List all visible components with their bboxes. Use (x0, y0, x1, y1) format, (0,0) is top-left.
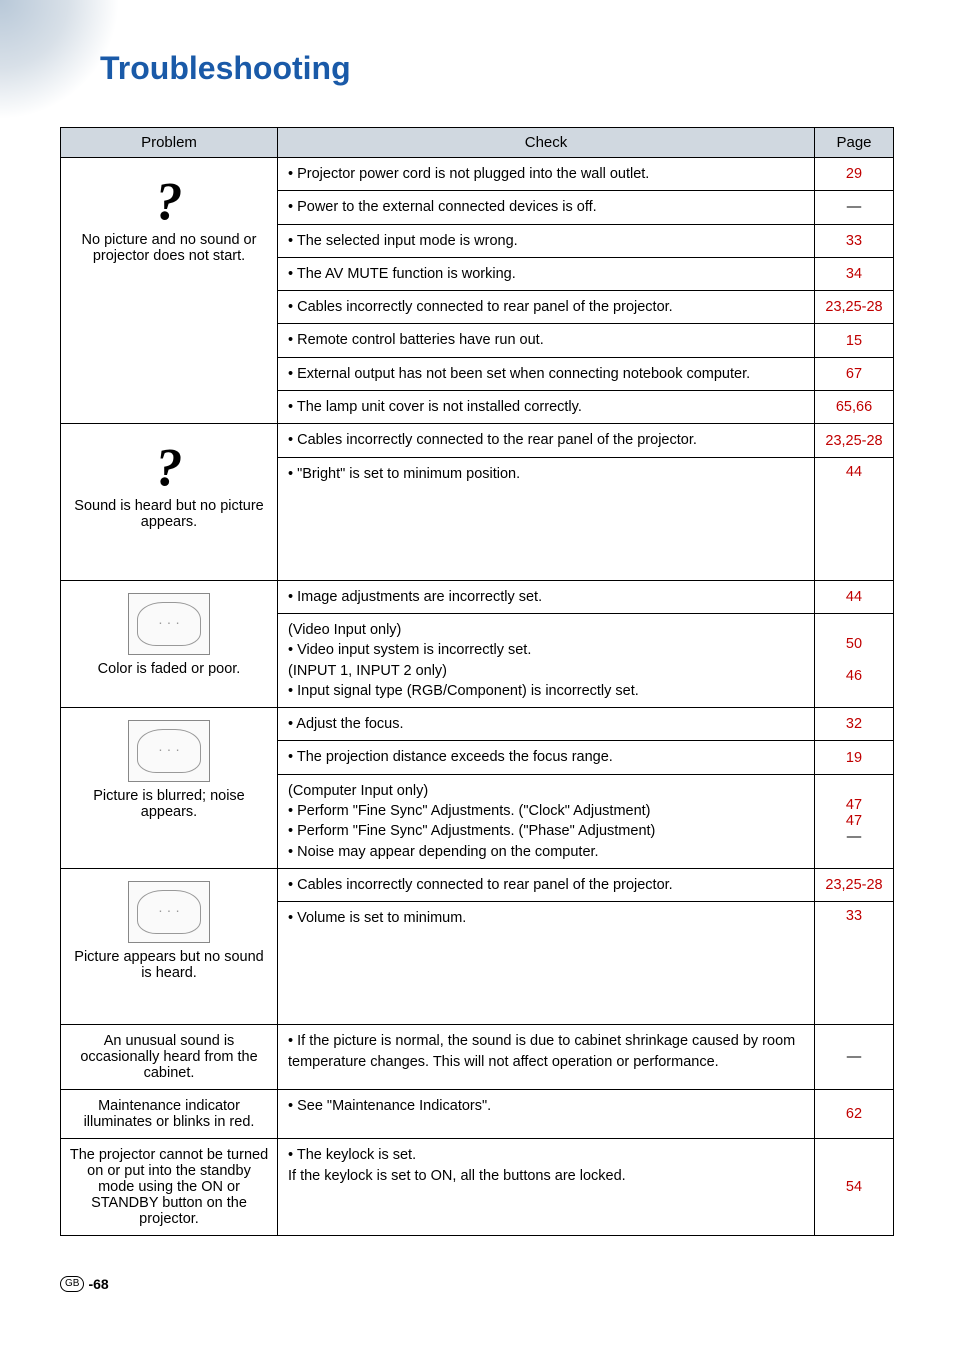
check-cell: • See "Maintenance Indicators". (278, 1090, 815, 1139)
problem-label: Color is faded or poor. (69, 661, 269, 677)
page-ref-cell[interactable]: 67 (815, 357, 894, 390)
check-cell: • The AV MUTE function is working. (278, 257, 815, 290)
page-ref-line (819, 781, 889, 797)
page-ref-cell: 50 46 (815, 613, 894, 707)
question-icon: ? (69, 440, 269, 494)
table-row: ?Sound is heard but no picture appears.•… (61, 424, 894, 457)
page-number: -68 (88, 1276, 108, 1292)
check-cell: • If the picture is normal, the sound is… (278, 1025, 815, 1090)
page-ref-line (819, 620, 889, 636)
check-cell: • The projection distance exceeds the fo… (278, 741, 815, 774)
troubleshooting-table: Problem Check Page ? No picture and no so… (60, 127, 894, 1236)
check-line: (INPUT 1, INPUT 2 only) (288, 661, 804, 681)
table-row: Picture appears but no sound is heard.• … (61, 868, 894, 901)
page-ref-cell[interactable]: 29 (815, 158, 894, 191)
table-row: ?No picture and no sound or projector do… (61, 158, 894, 191)
problem-label: Picture is blurred; noise appears. (69, 788, 269, 820)
check-line: If the keylock is set to ON, all the but… (288, 1166, 804, 1186)
problem-cell: Picture is blurred; noise appears. (61, 708, 278, 869)
table-row: Color is faded or poor.• Image adjustmen… (61, 580, 894, 613)
check-cell: • Image adjustments are incorrectly set. (278, 580, 815, 613)
check-line: • Perform "Fine Sync" Adjustments. ("Pha… (288, 821, 804, 841)
check-cell: • Cables incorrectly connected to the re… (278, 424, 815, 457)
check-cell: • The keylock is set. If the keylock is … (278, 1139, 815, 1236)
check-cell: • Power to the external connected device… (278, 191, 815, 224)
problem-cell: An unusual sound is occasionally heard f… (61, 1025, 278, 1090)
problem-cell: ? No picture and no sound or projector do… (61, 158, 278, 424)
problem-cell: ? Sound is heard but no picture appears. (61, 424, 278, 580)
problem-label: Picture appears but no sound is heard. (69, 949, 269, 981)
check-cell: • Volume is set to minimum. (278, 902, 815, 1025)
page-ref-cell[interactable]: 32 (815, 708, 894, 741)
page-ref-cell: — (815, 191, 894, 224)
column-header-page: Page (815, 128, 894, 158)
page-ref-line[interactable]: 50 (819, 636, 889, 652)
page-ref-cell[interactable]: 15 (815, 324, 894, 357)
check-cell: • The selected input mode is wrong. (278, 224, 815, 257)
page-ref-line (819, 652, 889, 668)
check-cell: • Projector power cord is not plugged in… (278, 158, 815, 191)
check-cell: (Video Input only)• Video input system i… (278, 613, 815, 707)
check-line: • Input signal type (RGB/Component) is i… (288, 681, 804, 701)
page-footer: GB -68 (60, 1276, 894, 1292)
problem-label: Sound is heard but no picture appears. (69, 498, 269, 530)
problem-label: An unusual sound is occasionally heard f… (69, 1033, 269, 1081)
page-ref-cell[interactable]: 34 (815, 257, 894, 290)
table-row: An unusual sound is occasionally heard f… (61, 1025, 894, 1090)
page-title: Troubleshooting (100, 50, 894, 87)
problem-cell: The projector cannot be turned on or put… (61, 1139, 278, 1236)
page-ref-cell[interactable]: 65,66 (815, 391, 894, 424)
problem-label: The projector cannot be turned on or put… (69, 1147, 269, 1227)
problem-cell: Maintenance indicator illuminates or bli… (61, 1090, 278, 1139)
check-cell: • Adjust the focus. (278, 708, 815, 741)
sketch-icon (128, 881, 210, 943)
sketch-icon (128, 593, 210, 655)
column-header-problem: Problem (61, 128, 278, 158)
table-row: Maintenance indicator illuminates or bli… (61, 1090, 894, 1139)
page-ref-cell: — (815, 1025, 894, 1090)
page-ref-cell: 4747— (815, 774, 894, 868)
page-ref-cell[interactable]: 19 (815, 741, 894, 774)
check-cell: (Computer Input only)• Perform "Fine Syn… (278, 774, 815, 868)
page-ref-cell[interactable]: 62 (815, 1090, 894, 1139)
problem-label: Maintenance indicator illuminates or bli… (69, 1098, 269, 1130)
problem-label: No picture and no sound or projector doe… (69, 232, 269, 264)
page-ref-cell[interactable]: 23,25-28 (815, 868, 894, 901)
problem-cell: Picture appears but no sound is heard. (61, 868, 278, 1024)
check-line: • Noise may appear depending on the comp… (288, 842, 804, 862)
page-ref-cell[interactable]: 44 (815, 457, 894, 580)
region-badge: GB (60, 1276, 84, 1292)
check-line: • The keylock is set. (288, 1145, 804, 1165)
question-icon: ? (69, 174, 269, 228)
check-cell: • The lamp unit cover is not installed c… (278, 391, 815, 424)
page-ref-cell[interactable]: 23,25-28 (815, 424, 894, 457)
check-line: (Computer Input only) (288, 781, 804, 801)
page-ref-line: — (819, 829, 889, 845)
check-cell: • Cables incorrectly connected to rear p… (278, 868, 815, 901)
table-row: Picture is blurred; noise appears.• Adju… (61, 708, 894, 741)
page-ref-cell[interactable]: 44 (815, 580, 894, 613)
check-line: • Video input system is incorrectly set. (288, 640, 804, 660)
sketch-icon (128, 720, 210, 782)
page-ref-cell[interactable]: 33 (815, 224, 894, 257)
check-cell: • Remote control batteries have run out. (278, 324, 815, 357)
page-ref-cell[interactable]: 23,25-28 (815, 291, 894, 324)
table-row: The projector cannot be turned on or put… (61, 1139, 894, 1236)
page-ref-line[interactable]: 47 (819, 813, 889, 829)
check-line: (Video Input only) (288, 620, 804, 640)
problem-cell: Color is faded or poor. (61, 580, 278, 707)
column-header-check: Check (278, 128, 815, 158)
page-ref-cell[interactable]: 54 (815, 1139, 894, 1236)
page-ref-line[interactable]: 46 (819, 668, 889, 684)
page-number-value: -68 (88, 1276, 108, 1292)
page-ref-line[interactable]: 47 (819, 797, 889, 813)
check-cell: • External output has not been set when … (278, 357, 815, 390)
check-cell: • "Bright" is set to minimum position. (278, 457, 815, 580)
page-ref-cell[interactable]: 33 (815, 902, 894, 1025)
check-cell: • Cables incorrectly connected to rear p… (278, 291, 815, 324)
check-line: • Perform "Fine Sync" Adjustments. ("Clo… (288, 801, 804, 821)
